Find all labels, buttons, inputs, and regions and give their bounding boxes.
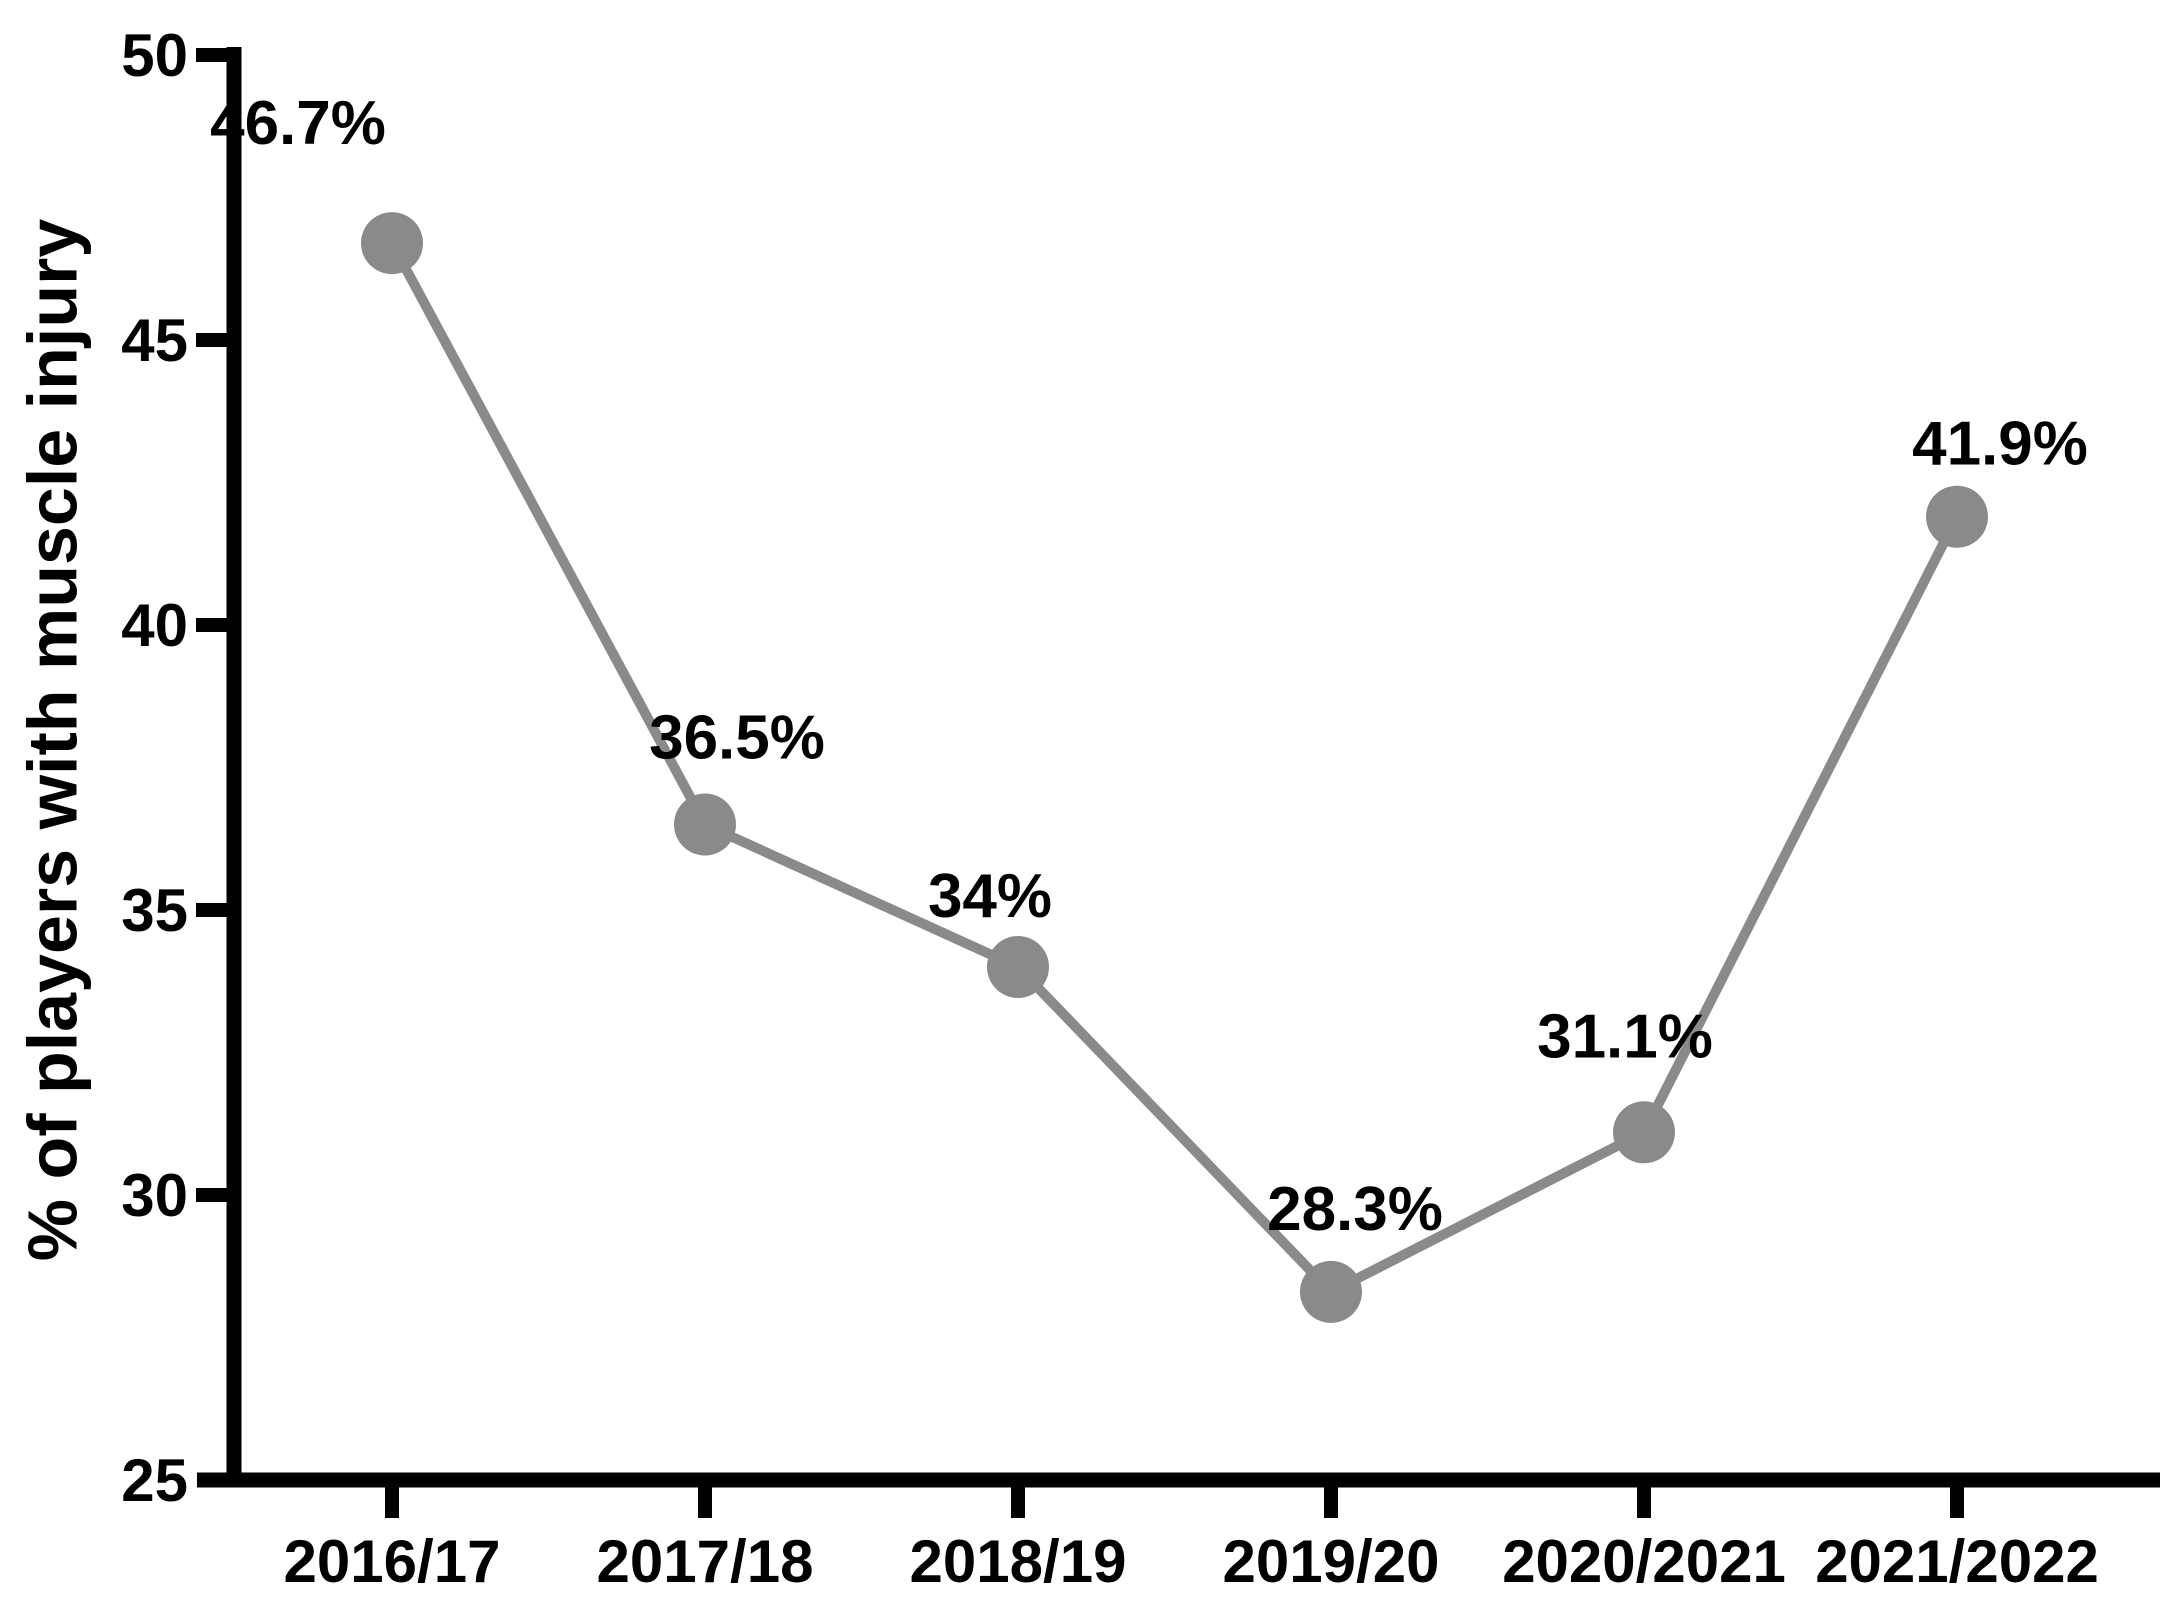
data-point [1926, 485, 1988, 548]
data-point-label: 46.7% [210, 89, 386, 158]
x-tick-label: 2018/19 [910, 1528, 1127, 1595]
y-tick-label: 30 [121, 1162, 188, 1229]
data-point-label: 31.1% [1537, 1002, 1713, 1071]
y-tick-label: 35 [121, 877, 188, 944]
labels: 25 30 35 40 45 50 2016/17 2017/18 2018/19 2019/20… [121, 22, 2099, 1595]
x-tick-label: 2016/17 [284, 1528, 501, 1595]
x-tick-label: 2019/20 [1223, 1528, 1440, 1595]
data-point [987, 936, 1049, 998]
data-point-label: 28.3% [1267, 1175, 1443, 1244]
y-tick-label: 25 [121, 1447, 188, 1514]
data-point [1613, 1101, 1675, 1164]
x-tick-label: 2017/18 [597, 1528, 814, 1595]
data-point [361, 212, 423, 275]
series [361, 212, 1988, 1323]
y-axis-title: % of players with muscle injury [14, 219, 92, 1262]
data-point-label: 34% [928, 862, 1052, 931]
y-tick-label: 50 [121, 22, 188, 89]
y-tick-label: 45 [121, 307, 188, 374]
series-line [387, 240, 1962, 1299]
data-point [1300, 1260, 1362, 1323]
data-point-label: 36.5% [649, 704, 825, 773]
x-tick-label: 2021/2022 [1815, 1528, 2099, 1595]
data-point-label: 41.9% [1912, 410, 2088, 479]
axes [196, 47, 2160, 1518]
y-tick-label: 40 [121, 592, 188, 659]
x-tick-label: 2020/2021 [1502, 1528, 1786, 1595]
data-point [674, 793, 736, 856]
